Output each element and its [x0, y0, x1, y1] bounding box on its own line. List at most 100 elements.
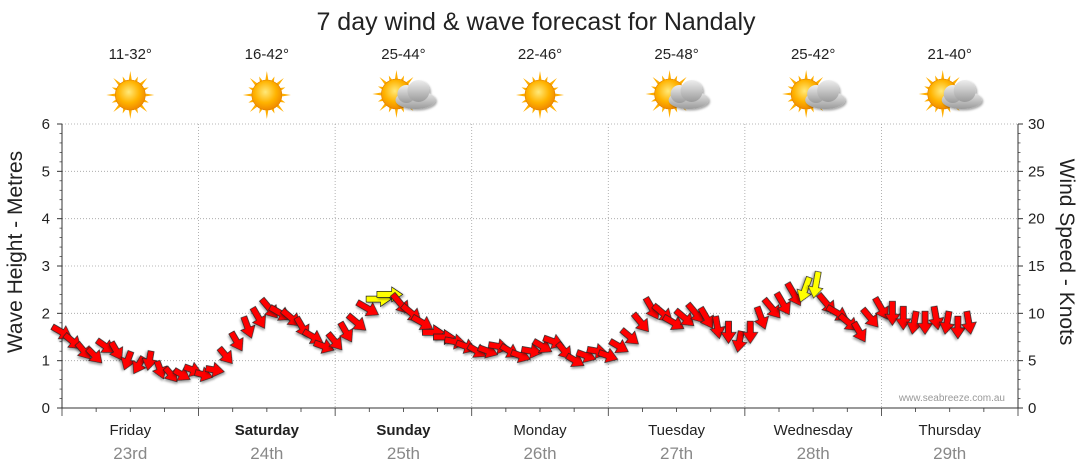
day-name: Sunday [376, 422, 431, 439]
wind-arrow [807, 270, 824, 299]
wind-arrow [151, 359, 168, 380]
wind-arrow [345, 312, 367, 331]
left-tick-label: 5 [42, 163, 50, 180]
temp-range: 16-42° [245, 46, 289, 63]
cloud [395, 80, 436, 109]
sun-ray [553, 93, 564, 97]
day-header: 25-44° Sunday 25th [372, 46, 436, 463]
day-name: Thursday [918, 422, 981, 439]
left-tick-label: 4 [42, 211, 50, 228]
day-header: 25-42° Wednesday 28th [774, 46, 853, 463]
sun-ray [941, 70, 945, 81]
watermark: www.seabreeze.com.au [898, 393, 1005, 404]
wind-arrow [120, 350, 136, 371]
wind-arrow [249, 305, 266, 329]
day-header: 16-42° Saturday 24th [235, 46, 300, 463]
right-tick-label: 25 [1028, 163, 1045, 180]
cloud-puff [817, 80, 840, 102]
sun-ray [538, 71, 542, 82]
wind-arrow [216, 345, 233, 365]
temp-range: 25-48° [654, 46, 698, 63]
sun-disc [524, 79, 556, 111]
wind-arrow [872, 296, 889, 320]
wind-arrow [895, 305, 912, 331]
sun-ray [128, 71, 132, 82]
day-name: Saturday [235, 422, 300, 439]
wind-arrow [520, 342, 543, 360]
sun-ray [242, 93, 253, 97]
sun-ray [804, 70, 808, 81]
left-tick-label: 1 [42, 353, 50, 370]
cloud [941, 80, 982, 109]
cloud [805, 80, 846, 109]
sun-disc [251, 79, 283, 111]
wind-arrow [608, 338, 629, 354]
day-date: 25th [387, 444, 420, 463]
cloud-puff [407, 80, 430, 102]
wind-arrow [742, 320, 759, 345]
sun-ray [941, 107, 945, 118]
wind-arrow [555, 340, 572, 360]
chart-axes: 0 1 2 3 4 5 6 0 5 10 15 20 25 30 [42, 116, 1045, 417]
day-date: 23rd [113, 444, 147, 463]
wind-arrow [337, 320, 354, 343]
wind-arrow [697, 305, 714, 329]
right-axis-label: Wind Speed - Knots [1055, 159, 1078, 346]
right-tick-label: 30 [1028, 116, 1045, 133]
wind-arrow [132, 355, 147, 375]
sun-ray [265, 71, 269, 82]
right-tick-label: 5 [1028, 353, 1036, 370]
sun-ray [667, 70, 672, 81]
wind-arrow [860, 306, 879, 328]
day-date: 24th [250, 444, 283, 463]
wind-arrow [850, 320, 867, 343]
wind-arrow [355, 299, 380, 317]
temp-range: 11-32° [109, 46, 152, 63]
right-tick-label: 10 [1028, 305, 1045, 322]
sun-ray [667, 107, 672, 118]
sun-icon [106, 71, 155, 119]
wind-arrow [74, 340, 91, 360]
sun-icon [516, 71, 564, 119]
left-tick-label: 2 [42, 305, 50, 322]
wind-arrow [796, 275, 813, 303]
wind-arrow [162, 365, 178, 383]
left-axis-label: Wave Height - Metres [4, 151, 27, 353]
wind-arrow [194, 366, 214, 383]
temp-range: 25-42° [791, 46, 835, 63]
wind-arrow [94, 337, 115, 353]
sun-cloud-icon [782, 70, 846, 118]
sun-ray [645, 92, 656, 96]
day-date: 29th [933, 444, 966, 463]
left-tick-label: 3 [42, 258, 50, 275]
cloud [668, 80, 709, 109]
day-date: 28th [797, 444, 830, 463]
sun-ray [394, 70, 399, 81]
sun-ray [918, 92, 929, 96]
wind-arrows [50, 270, 977, 383]
wind-arrow [619, 327, 639, 345]
wind-arrow [85, 346, 103, 364]
temp-range: 21-40° [928, 46, 972, 63]
wind-arrow [597, 347, 619, 364]
day-date: 27th [660, 444, 693, 463]
wind-arrow [204, 361, 225, 378]
sun-ray [538, 108, 542, 119]
sun-icon [242, 71, 291, 119]
sun-cloud-icon [918, 70, 982, 118]
chart-title: 7 day wind & wave forecast for Nandaly [316, 8, 756, 36]
day-header: 11-32° Friday 23rd [106, 46, 155, 463]
right-tick-label: 15 [1028, 258, 1045, 275]
right-tick-label: 0 [1028, 400, 1036, 417]
wind-arrow [916, 310, 934, 335]
wind-arrow [720, 320, 737, 345]
right-tick-label: 20 [1028, 211, 1045, 228]
sun-cloud-icon [645, 70, 709, 118]
wind-arrow [673, 307, 695, 327]
sun-ray [394, 107, 399, 118]
wind-arrow [731, 330, 748, 353]
temp-range: 22-46° [518, 46, 562, 63]
day-date: 26th [523, 444, 556, 463]
cloud-puff [953, 80, 976, 102]
